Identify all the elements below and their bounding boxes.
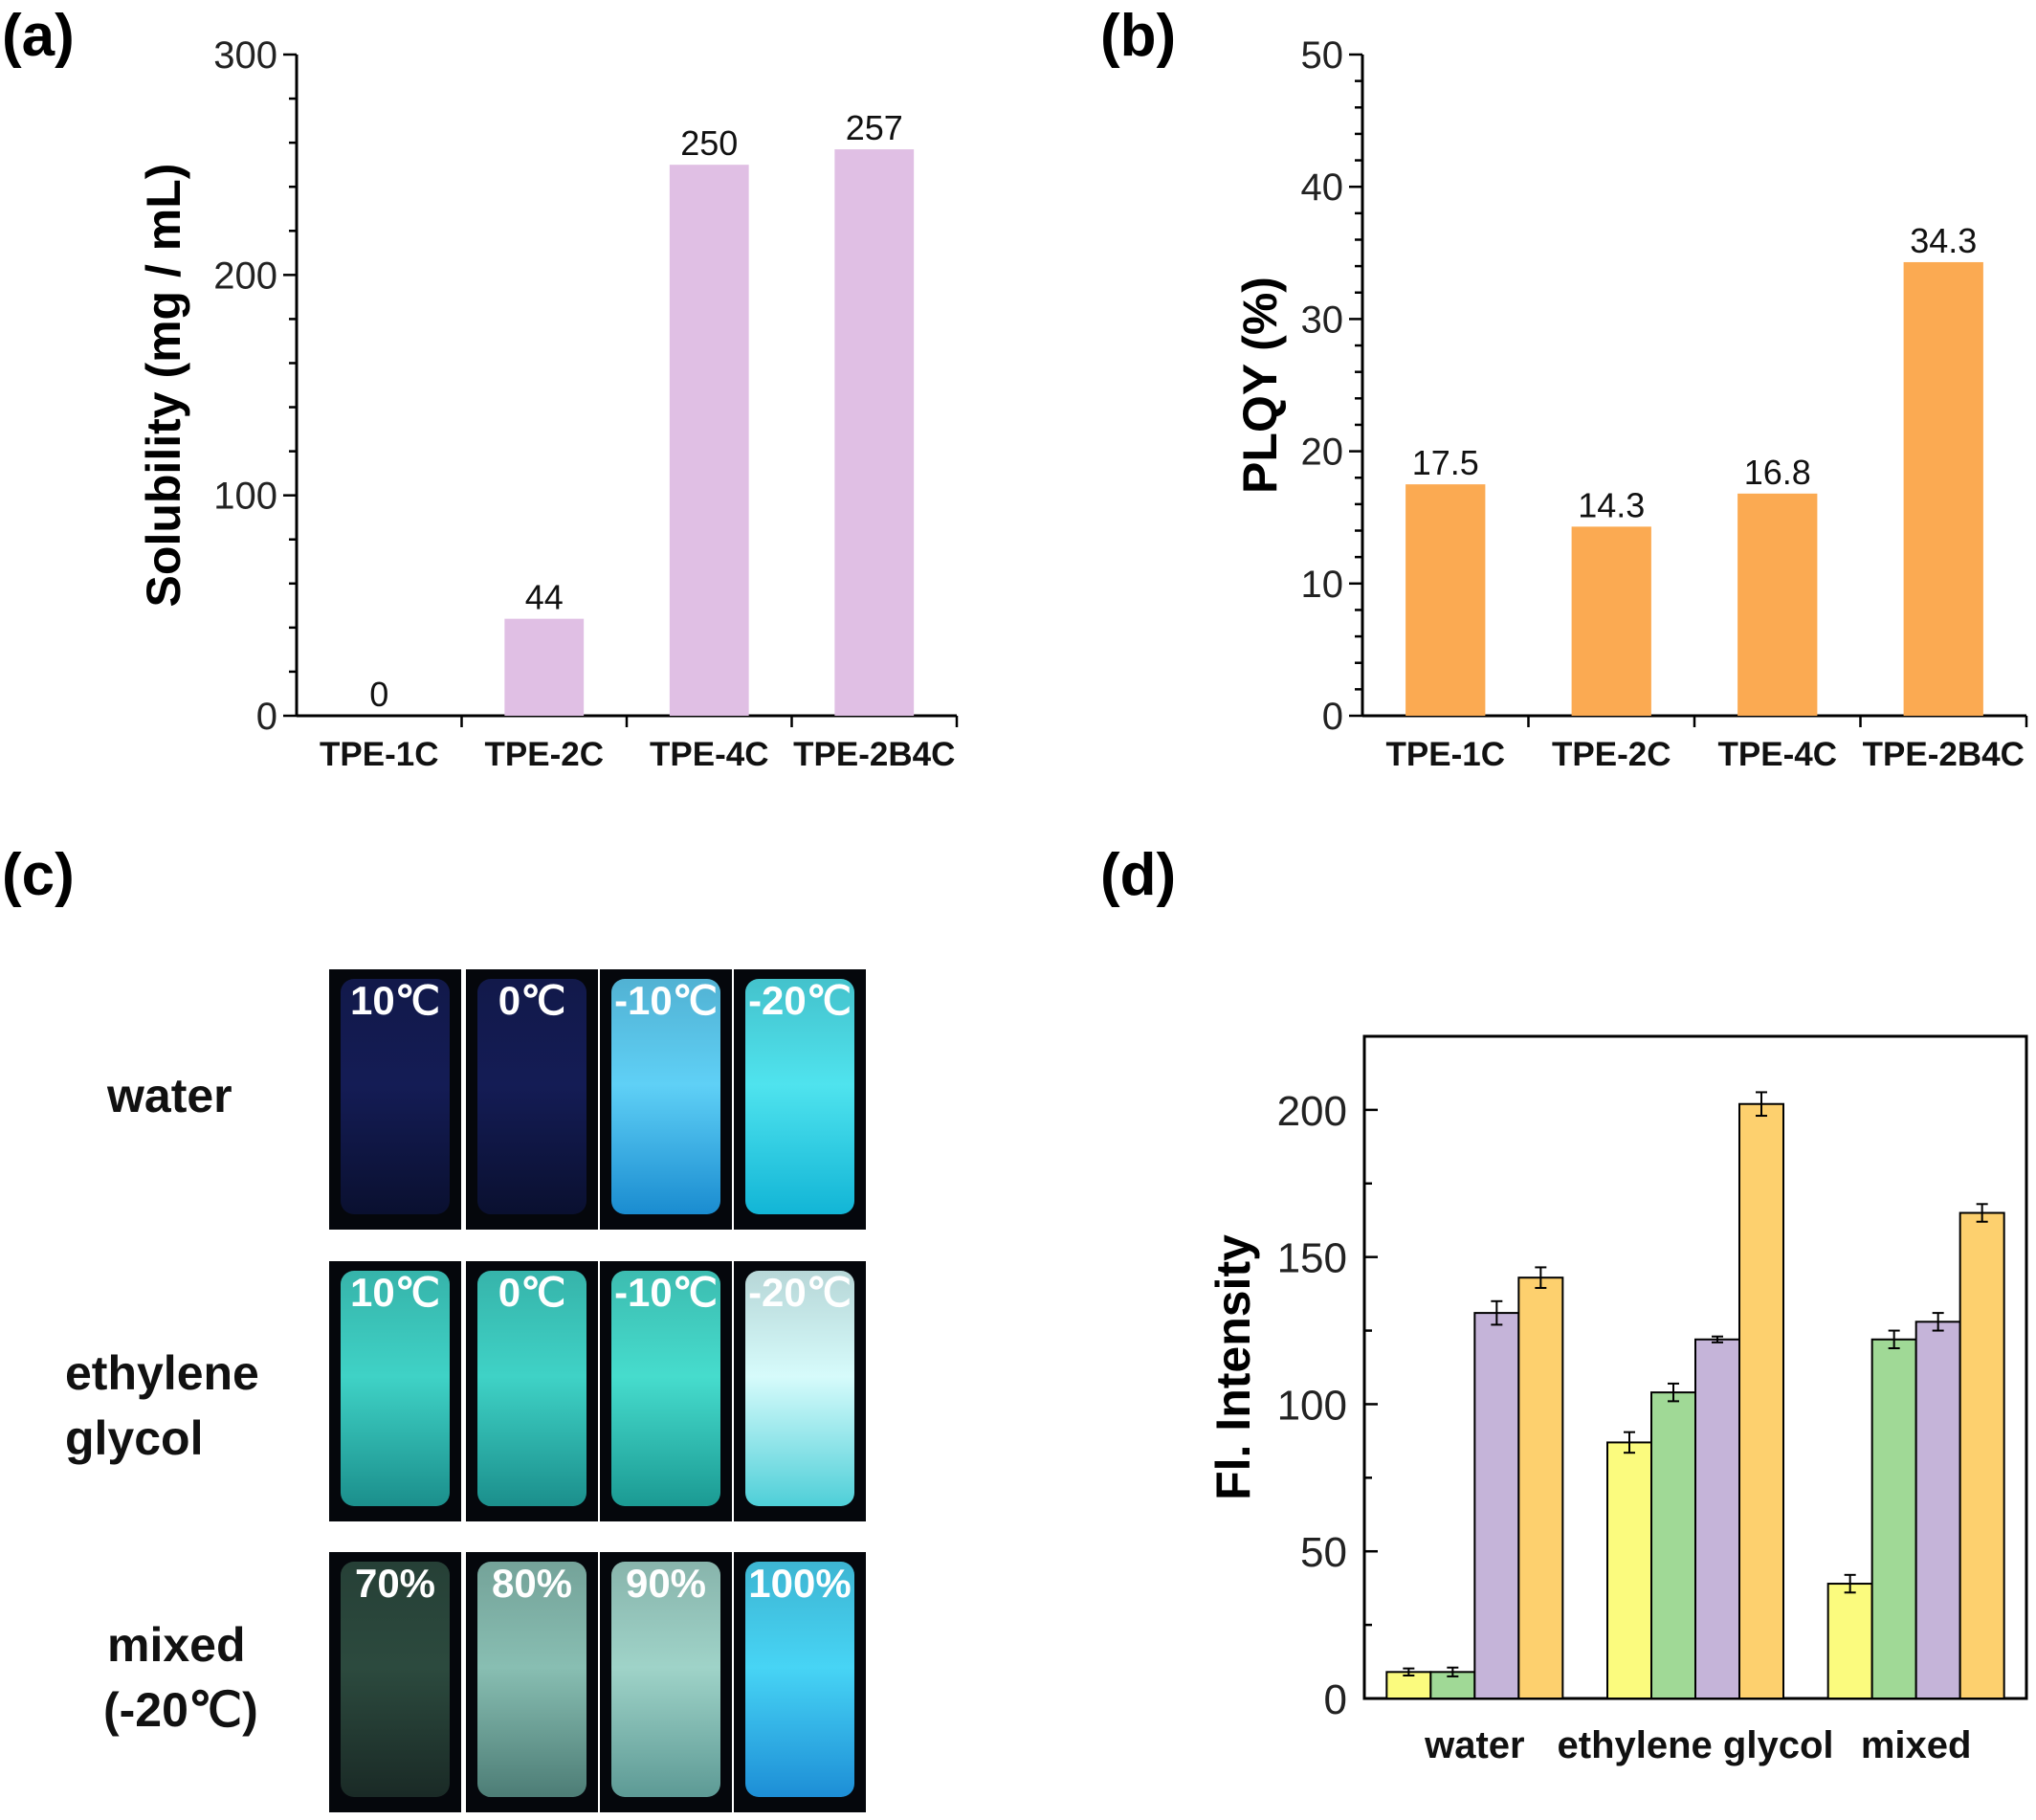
data-label: 257 (846, 108, 903, 147)
vial-glow (341, 1562, 450, 1797)
solubility-chart: 0 100 200 300 0 TPE-1C 44 TPE-2C 250 TPE-4C 257 TPE… (137, 34, 959, 773)
x-category-label: TPE-4C (1718, 736, 1837, 773)
vial-label: 90% (626, 1561, 706, 1606)
y-tick-label: 150 (1277, 1235, 1347, 1282)
y-tick-label: 30 (1301, 299, 1344, 341)
bar-mixed-series-2 (1870, 1338, 1917, 1699)
vial-photo-grid: water 10℃ 0℃ -10℃ -20℃ ethylene glycol 10℃ 0℃ -10… (65, 969, 866, 1812)
x-category-label: mixed (1861, 1724, 1972, 1766)
plqy-chart: 0 10 20 30 40 50 17.5 TPE-1C 14.3 TPE-2C 16.8 TPE-4… (1233, 34, 2028, 773)
vial-label: 100% (748, 1561, 851, 1606)
bar-mixed-series-1 (1826, 1583, 1873, 1700)
x-category-label: TPE-1C (320, 736, 438, 773)
panel-a-label: (a) (2, 3, 75, 69)
x-category-label: TPE-2B4C (793, 736, 955, 773)
y-tick-label: 0 (256, 696, 277, 738)
x-category-label: TPE-2C (485, 736, 604, 773)
y-tick-label: 200 (213, 255, 277, 297)
panel-d-label: (d) (1100, 842, 1176, 908)
vial-glow (611, 1271, 720, 1506)
x-category-label: TPE-1C (1386, 736, 1505, 773)
bar-tpe-2b4c (1903, 261, 1983, 716)
vial-label: -10℃ (614, 1270, 718, 1315)
y-tick-label: 200 (1277, 1088, 1347, 1135)
row-label: ethylene (65, 1346, 259, 1400)
y-tick-label: 300 (213, 34, 277, 77)
bar-tpe-4c (669, 165, 749, 716)
y-tick-label: 100 (213, 476, 277, 518)
bar-water-series-3 (1473, 1312, 1520, 1699)
y-tick-label: 0 (1322, 696, 1343, 738)
vial-label: 80% (492, 1561, 572, 1606)
row-label: water (106, 1069, 232, 1122)
x-category-label: water (1424, 1724, 1525, 1766)
x-category-label: TPE-2C (1552, 736, 1671, 773)
vial-glow (611, 1562, 720, 1797)
bar-tpe-4c (1737, 493, 1818, 716)
y-tick-label: 50 (1301, 34, 1344, 77)
vial-glow (477, 979, 586, 1214)
vial-label: 70% (355, 1561, 435, 1606)
x-category-label: TPE-4C (650, 736, 768, 773)
row-label: glycol (65, 1411, 203, 1465)
vial-glow (477, 1562, 586, 1797)
y-tick-label: 100 (1277, 1382, 1347, 1429)
vial-glow (477, 1271, 586, 1506)
data-label: 0 (369, 675, 388, 714)
data-label: 17.5 (1412, 443, 1479, 482)
vial-glow (341, 1271, 450, 1506)
y-tick-label: 40 (1301, 166, 1344, 209)
data-label: 34.3 (1910, 221, 1977, 260)
row-label: mixed (107, 1618, 246, 1672)
y-axis-title: PLQY (%) (1233, 277, 1287, 494)
vial-glow (611, 979, 720, 1214)
bar-tpe-2c (1571, 526, 1651, 716)
x-category-label: ethylene glycol (1558, 1724, 1834, 1766)
row-label: (-20℃) (103, 1683, 258, 1737)
vial-label: -10℃ (614, 978, 718, 1023)
bar-ethylene-glycol-series-4 (1738, 1102, 1784, 1699)
bar-ethylene-glycol-series-1 (1606, 1441, 1652, 1699)
bar-ethylene-glycol-series-2 (1650, 1391, 1696, 1699)
panel-b-label: (b) (1100, 3, 1176, 69)
vial-glow (745, 1271, 854, 1506)
y-axis-title: Fl. Intensity (1206, 1234, 1260, 1500)
data-label: 14.3 (1578, 485, 1645, 524)
y-tick-label: 50 (1300, 1529, 1347, 1576)
vial-glow (745, 1562, 854, 1797)
vial-label: 10℃ (350, 1270, 440, 1315)
bar-tpe-2c (504, 618, 585, 716)
bar-ethylene-glycol-series-3 (1694, 1338, 1740, 1699)
bar-mixed-series-4 (1959, 1211, 2005, 1699)
vial-glow (745, 979, 854, 1214)
bar-tpe-1c (1405, 484, 1486, 716)
vial-glow (341, 979, 450, 1214)
y-tick-label: 10 (1301, 564, 1344, 606)
vial-label: -20℃ (748, 1270, 852, 1315)
data-label: 16.8 (1744, 453, 1811, 492)
panel-c-label: (c) (2, 842, 75, 908)
bar-tpe-2b4c (834, 149, 915, 716)
y-tick-label: 0 (1324, 1676, 1347, 1723)
data-label: 250 (680, 123, 738, 163)
bar-water-series-4 (1517, 1276, 1564, 1699)
fluorescence-intensity-chart: 0 50 100 150 200 water ethylene glycol mixed Fl.… (1206, 1034, 2028, 1766)
y-tick-label: 20 (1301, 432, 1344, 474)
vial-label: 0℃ (498, 978, 566, 1023)
vial-label: 0℃ (498, 1270, 566, 1315)
vial-label: 10℃ (350, 978, 440, 1023)
y-axis-title: Solubility (mg / mL) (137, 164, 190, 608)
x-category-label: TPE-2B4C (1863, 736, 2025, 773)
vial-label: -20℃ (748, 978, 852, 1023)
bar-mixed-series-3 (1914, 1321, 1961, 1699)
data-label: 44 (525, 578, 564, 617)
